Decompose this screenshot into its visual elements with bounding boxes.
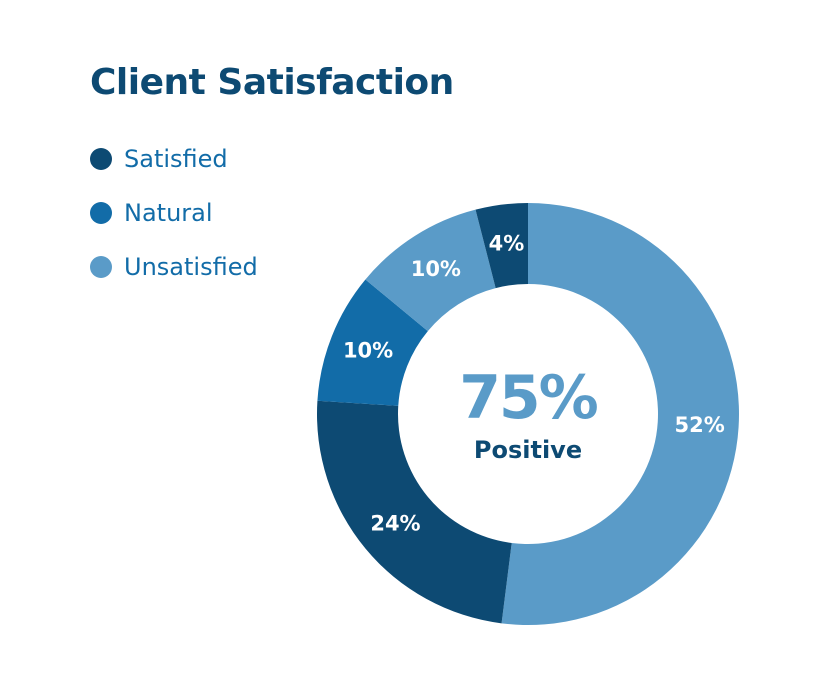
legend-label-satisfied: Satisfied <box>124 145 228 173</box>
legend-swatch-satisfied <box>90 148 112 170</box>
slice-label-3: 10% <box>343 339 393 363</box>
legend-item-satisfied: Satisfied <box>90 142 258 176</box>
legend-label-natural: Natural <box>124 199 213 227</box>
donut-slice-4 <box>365 209 496 332</box>
legend-swatch-unsatisfied <box>90 256 112 278</box>
donut-slice-labels: 52% 24% 10% 10% 4% <box>343 231 725 535</box>
donut-slices <box>317 203 739 625</box>
legend-item-natural: Natural <box>90 196 258 230</box>
center-caption: Positive <box>474 436 582 464</box>
donut-slice-3 <box>317 279 428 406</box>
legend-label-unsatisfied: Unsatisfied <box>124 253 258 281</box>
donut-slice-2 <box>317 400 512 624</box>
center-value: 75% <box>459 363 597 433</box>
donut-slice-5 <box>475 203 528 289</box>
legend-swatch-natural <box>90 202 112 224</box>
slice-label-5: 4% <box>489 231 525 255</box>
slice-label-4: 10% <box>411 257 461 281</box>
donut-slice-1 <box>501 203 739 625</box>
chart-title: Client Satisfaction <box>90 62 454 103</box>
slice-label-1: 52% <box>675 413 725 437</box>
slice-label-2: 24% <box>370 512 420 536</box>
legend-item-unsatisfied: Unsatisfied <box>90 250 258 284</box>
legend: Satisfied Natural Unsatisfied <box>90 142 258 304</box>
